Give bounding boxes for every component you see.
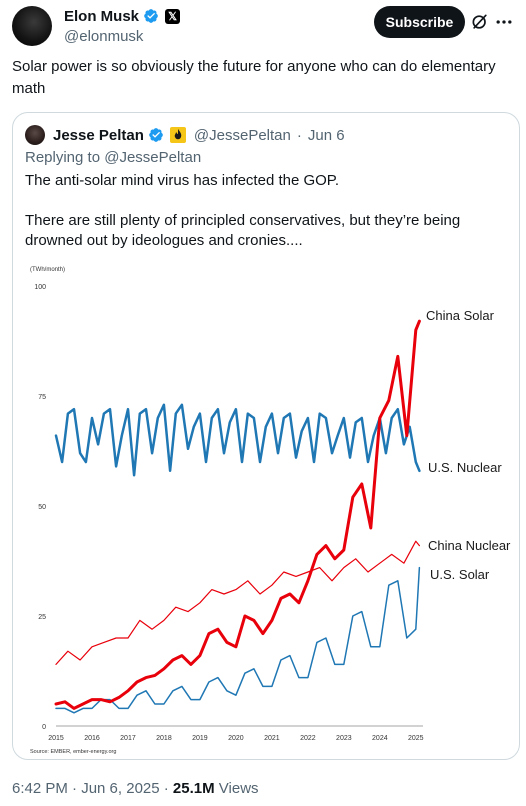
post-header: Elon Musk 𝕏 @elonmusk Subscribe [12,6,514,46]
quoted-paragraph-2: There are still plenty of principled con… [25,212,461,249]
quoted-author-name[interactable]: Jesse Peltan [53,126,144,144]
x-tick-label: 2025 [408,735,424,742]
series-label: China Nuclear [428,538,511,553]
x-tick-label: 2023 [336,735,352,742]
x-tick-label: 2024 [372,735,388,742]
x-tick-label: 2015 [48,735,64,742]
series-line-china-nuclear [55,540,420,665]
author-avatar[interactable] [12,6,52,46]
x-tick-label: 2020 [228,735,244,742]
source-label: Source: EMBER, ember-energy.org [30,749,116,755]
x-tick-label: 2018 [156,735,172,742]
y-tick-label: 0 [42,724,46,731]
author-block: Elon Musk 𝕏 @elonmusk [64,6,181,45]
y-tick-label: 100 [34,284,46,291]
series-label: U.S. Nuclear [428,460,502,475]
y-tick-label: 50 [38,504,46,511]
author-name-row: Elon Musk 𝕏 [64,6,181,26]
energy-chart: (TWh/month) 0 25 50 75 100 2015 2016 2017 2018 201… [30,267,511,755]
verified-icon [149,128,163,142]
y-tick-label: 75 [38,394,46,401]
views-count: 25.1M [172,780,215,797]
series-label: China Solar [426,308,495,323]
x-tick-label: 2016 [84,735,100,742]
chart-image[interactable]: (TWh/month) 0 25 50 75 100 2015 2016 2017 2018 201… [19,256,515,756]
replying-mention[interactable]: @JessePeltan [104,149,202,166]
author-name[interactable]: Elon Musk [64,7,140,25]
series-line-u-s-nuclear [54,403,421,477]
flame-icon [169,127,186,143]
y-tick-label: 25 [38,614,46,621]
quoted-post[interactable]: Jesse Peltan @JessePeltan · Jun 6 Replyi… [12,112,520,760]
replying-to: Replying to @JessePeltan [25,149,201,166]
separator-dot: · [296,126,302,144]
post-meta: 6:42 PM · Jun 6, 2025 · 25.1M Views [12,780,259,797]
quoted-author-handle[interactable]: @JessePeltan [193,126,291,144]
more-icon[interactable] [494,12,514,32]
quoted-avatar[interactable] [25,125,45,145]
views-label: Views [214,780,259,797]
x-tick-label: 2021 [264,735,280,742]
series-line-u-s-solar [55,566,421,714]
quoted-header: Jesse Peltan @JessePeltan · Jun 6 [25,125,345,145]
series-line-china-solar [54,319,421,710]
author-handle[interactable]: @elonmusk [64,28,144,45]
unit-label: (TWh/month) [30,267,65,273]
x-tick-label: 2022 [300,735,316,742]
series-label: U.S. Solar [430,567,490,582]
x-tick-label: 2019 [192,735,208,742]
grok-icon[interactable] [470,12,490,32]
x-tick-label: 2017 [120,735,136,742]
post-text: Solar power is so obviously the future f… [12,58,496,97]
quoted-date[interactable]: Jun 6 [307,126,345,144]
verified-icon [144,9,158,23]
x-logo-icon: 𝕏 [165,8,181,24]
quoted-text: The anti-solar mind virus has infected t… [25,171,509,271]
replying-prefix: Replying to [25,149,105,166]
subscribe-button[interactable]: Subscribe [374,6,465,38]
quoted-paragraph-1: The anti-solar mind virus has infected t… [25,172,340,189]
timestamp[interactable]: 6:42 PM · Jun 6, 2025 · [12,780,173,797]
